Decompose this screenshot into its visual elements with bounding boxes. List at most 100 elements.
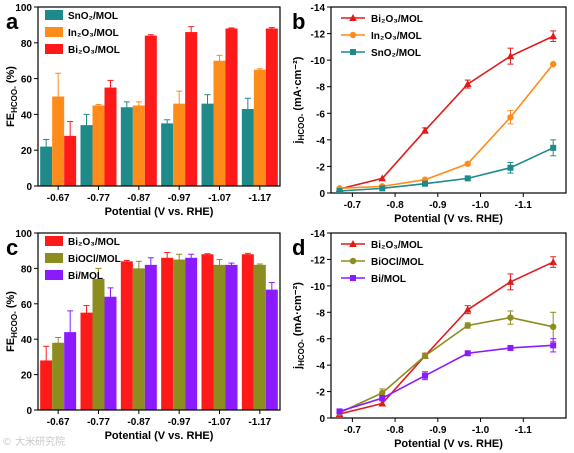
series-line <box>339 35 554 190</box>
bar <box>64 135 77 186</box>
bar <box>201 254 214 410</box>
bar <box>80 125 93 186</box>
data-point-marker <box>336 188 343 195</box>
bar <box>64 332 77 410</box>
y-label-unit: (%) <box>5 66 17 87</box>
legend-swatch <box>45 10 63 20</box>
bar <box>104 87 117 186</box>
bar <box>225 264 238 410</box>
y-tick-label: -14 <box>311 3 326 14</box>
data-point-marker <box>336 408 343 415</box>
y-axis-label: jHCOO- (mA·cm⁻²) <box>292 56 306 144</box>
y-tick-label: 80 <box>21 264 33 275</box>
data-point-marker <box>506 52 515 60</box>
bar <box>161 257 174 410</box>
bar <box>144 35 157 186</box>
series-line <box>339 261 554 415</box>
y-tick-label: 60 <box>21 300 33 311</box>
legend-label: Bi₂O₃/MOL <box>371 14 423 25</box>
bar <box>52 96 65 186</box>
data-point-marker <box>507 314 514 321</box>
y-tick-label: 40 <box>21 335 33 346</box>
legend-label: Bi₂O₃/MOL <box>68 237 120 248</box>
bar <box>40 146 53 186</box>
x-tick-label: -0.67 <box>47 417 70 428</box>
y-label-base: FE <box>5 338 17 352</box>
data-point-marker <box>507 114 514 121</box>
x-axis-label: Potential (V vs. RHE) <box>394 438 503 450</box>
bar <box>144 264 157 410</box>
panel-label: a <box>6 9 19 34</box>
series-line <box>339 316 554 414</box>
y-tick-label: -2 <box>316 162 325 173</box>
data-point-marker <box>421 352 429 360</box>
bar <box>161 123 174 186</box>
data-point-marker <box>464 160 471 167</box>
x-tick-label: -1.0 <box>472 425 490 436</box>
x-tick-label: -0.7 <box>344 200 362 211</box>
data-point-marker <box>379 185 386 192</box>
bar <box>253 69 266 186</box>
bar <box>253 264 266 410</box>
y-axis-label: jHCOO- (mA·cm⁻²) <box>292 282 306 370</box>
data-point-marker <box>349 257 357 265</box>
bar <box>92 279 105 410</box>
y-tick-label: -6 <box>316 109 325 120</box>
data-point-marker <box>549 258 557 266</box>
x-tick-label: -1.1 <box>515 200 533 211</box>
legend-label: BiOCl/MOL <box>68 254 121 265</box>
x-tick-label: -1.17 <box>248 417 271 428</box>
y-label-unit: (%) <box>5 291 17 312</box>
y-axis-label: FEHCOO- (%) <box>5 291 19 352</box>
line-chart-d: -0.7 -0.8 -0.9 -1.0 -1.1 0 -2 -4 -6 -8 -10 -12 -14 Po… <box>292 229 567 450</box>
panel-label: d <box>292 235 305 260</box>
bar <box>40 360 53 410</box>
bar <box>80 312 93 410</box>
x-tick-label: -0.9 <box>429 425 447 436</box>
bar <box>92 105 105 186</box>
data-point-marker <box>379 389 386 397</box>
panel-label: b <box>292 9 305 34</box>
data-point-marker <box>507 164 514 171</box>
bar <box>213 60 226 187</box>
line-chart-b: -0.7 -0.8 -0.9 -1.0 -1.1 0 -2 -4 -6 -8 -10 -12 -14 Po… <box>292 3 567 225</box>
bar <box>132 268 145 410</box>
y-tick-label: -2 <box>316 388 325 399</box>
x-tick-label: -1.0 <box>472 200 490 211</box>
bar <box>104 296 117 410</box>
legend-label: In₂O₃/MOL <box>371 31 422 42</box>
y-tick-label: 40 <box>21 110 33 121</box>
y-label-unit: (mA·cm⁻²) <box>292 56 304 113</box>
y-tick-label: 0 <box>319 189 325 200</box>
data-point-marker <box>463 80 472 88</box>
y-tick-label: 0 <box>26 406 32 417</box>
bar <box>132 105 145 186</box>
x-axis-label: Potential (V vs. RHE) <box>105 430 214 442</box>
bar-chart-a: -0.67 -0.77 -0.87 -0.97 -1.07 -1.17 0 20 40 60 80 1… <box>5 3 281 218</box>
data-point-marker <box>464 322 471 329</box>
data-point-marker <box>422 372 428 379</box>
x-tick-label: -0.9 <box>429 200 447 211</box>
legend-label: Bi₂O₃/MOL <box>371 240 423 251</box>
bar <box>173 103 186 186</box>
data-point-marker <box>422 180 428 187</box>
legend-label: BiOCl/MOL <box>371 257 424 268</box>
data-point-marker <box>464 175 471 182</box>
bar <box>265 28 278 187</box>
y-tick-label: -14 <box>311 229 326 240</box>
legend-label: Bi/MOL <box>371 274 406 285</box>
y-tick-label: -4 <box>316 136 325 147</box>
data-point-marker <box>349 240 357 247</box>
y-tick-label: 60 <box>21 75 33 86</box>
y-tick-label: 0 <box>26 182 32 193</box>
legend-swatch <box>45 27 63 37</box>
x-tick-label: -0.8 <box>386 425 404 436</box>
x-axis-label: Potential (V vs. RHE) <box>105 206 214 218</box>
x-axis-label: Potential (V vs. RHE) <box>394 213 503 225</box>
legend-label: In₂O₃/MOL <box>68 28 119 39</box>
bar <box>52 342 65 410</box>
x-tick-label: -0.97 <box>168 193 191 204</box>
series-line <box>339 147 554 192</box>
data-point-marker <box>549 323 557 331</box>
